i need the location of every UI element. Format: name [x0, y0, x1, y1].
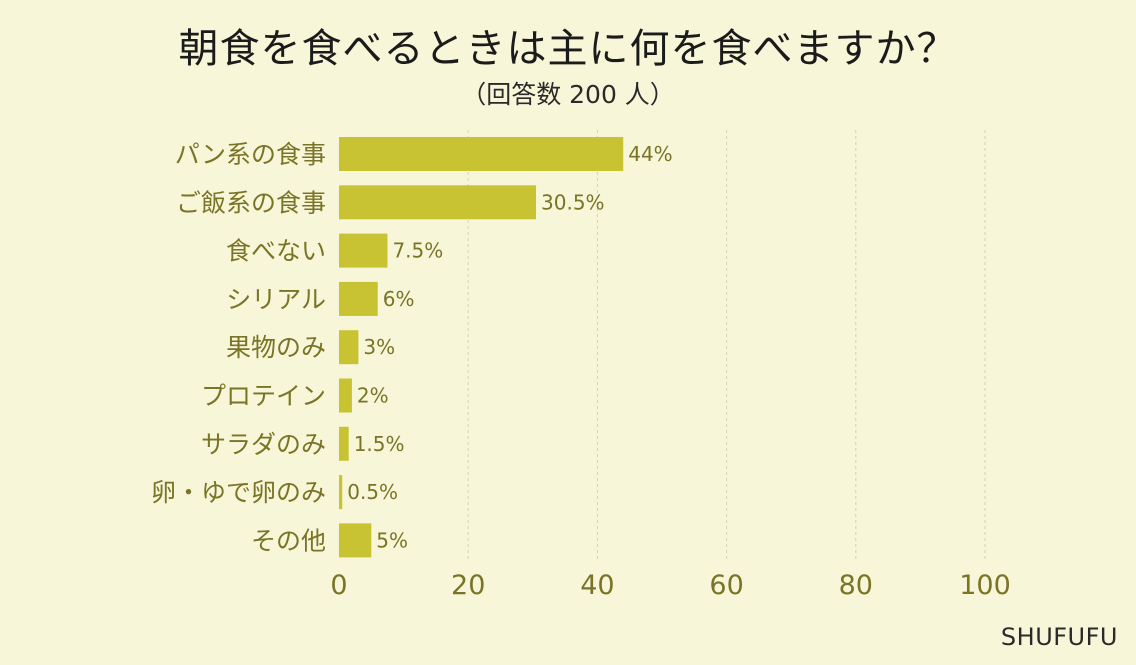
- value-labels: 44% 30.5% 7.5% 6% 3% 2% 1.5% 0.5% 5%: [347, 142, 672, 552]
- bar: [339, 523, 372, 558]
- x-axis-tick-labels: 0 20 40 60 80 100: [330, 570, 1010, 601]
- x-tick-label: 100: [959, 570, 1011, 601]
- category-label: プロテイン: [201, 382, 326, 411]
- bar: [339, 378, 352, 413]
- x-tick-label: 80: [839, 570, 873, 601]
- value-label: 3%: [363, 335, 395, 359]
- x-tick-label: 40: [580, 570, 614, 601]
- brand-logo-text: SHUFUFU: [1000, 623, 1118, 651]
- category-label: シリアル: [226, 285, 326, 314]
- value-label: 7.5%: [392, 239, 443, 263]
- value-label: 2%: [357, 384, 389, 408]
- chart-title: 朝食を食べるときは主に何を食べますか？: [178, 26, 958, 72]
- chart-subtitle: （回答数 200 人）: [461, 80, 675, 109]
- value-label: 0.5%: [347, 480, 398, 504]
- category-label: パン系の食事: [175, 140, 326, 169]
- bars: [339, 137, 624, 558]
- category-label: ご飯系の食事: [176, 188, 326, 217]
- bar: [339, 137, 624, 171]
- x-tick-label: 20: [451, 570, 485, 601]
- bar: [339, 281, 378, 316]
- category-label: 卵・ゆで卵のみ: [151, 478, 326, 507]
- value-label: 30.5%: [541, 190, 605, 214]
- value-label: 6%: [383, 287, 415, 311]
- category-label: その他: [251, 526, 326, 555]
- category-label: サラダのみ: [201, 430, 326, 459]
- category-label: 食べない: [226, 237, 326, 266]
- value-label: 5%: [376, 528, 408, 552]
- x-tick-label: 60: [709, 570, 743, 601]
- bar: [339, 475, 343, 510]
- category-labels: パン系の食事ご飯系の食事食べないシリアル果物のみプロテインサラダのみ卵・ゆで卵の…: [151, 140, 326, 555]
- bar: [339, 185, 537, 220]
- bar: [339, 426, 349, 461]
- bar: [339, 233, 388, 268]
- x-tick-label: 0: [330, 570, 347, 601]
- bar: [339, 330, 359, 365]
- category-label: 果物のみ: [226, 333, 326, 362]
- value-label: 1.5%: [354, 432, 405, 456]
- value-label: 44%: [628, 142, 672, 166]
